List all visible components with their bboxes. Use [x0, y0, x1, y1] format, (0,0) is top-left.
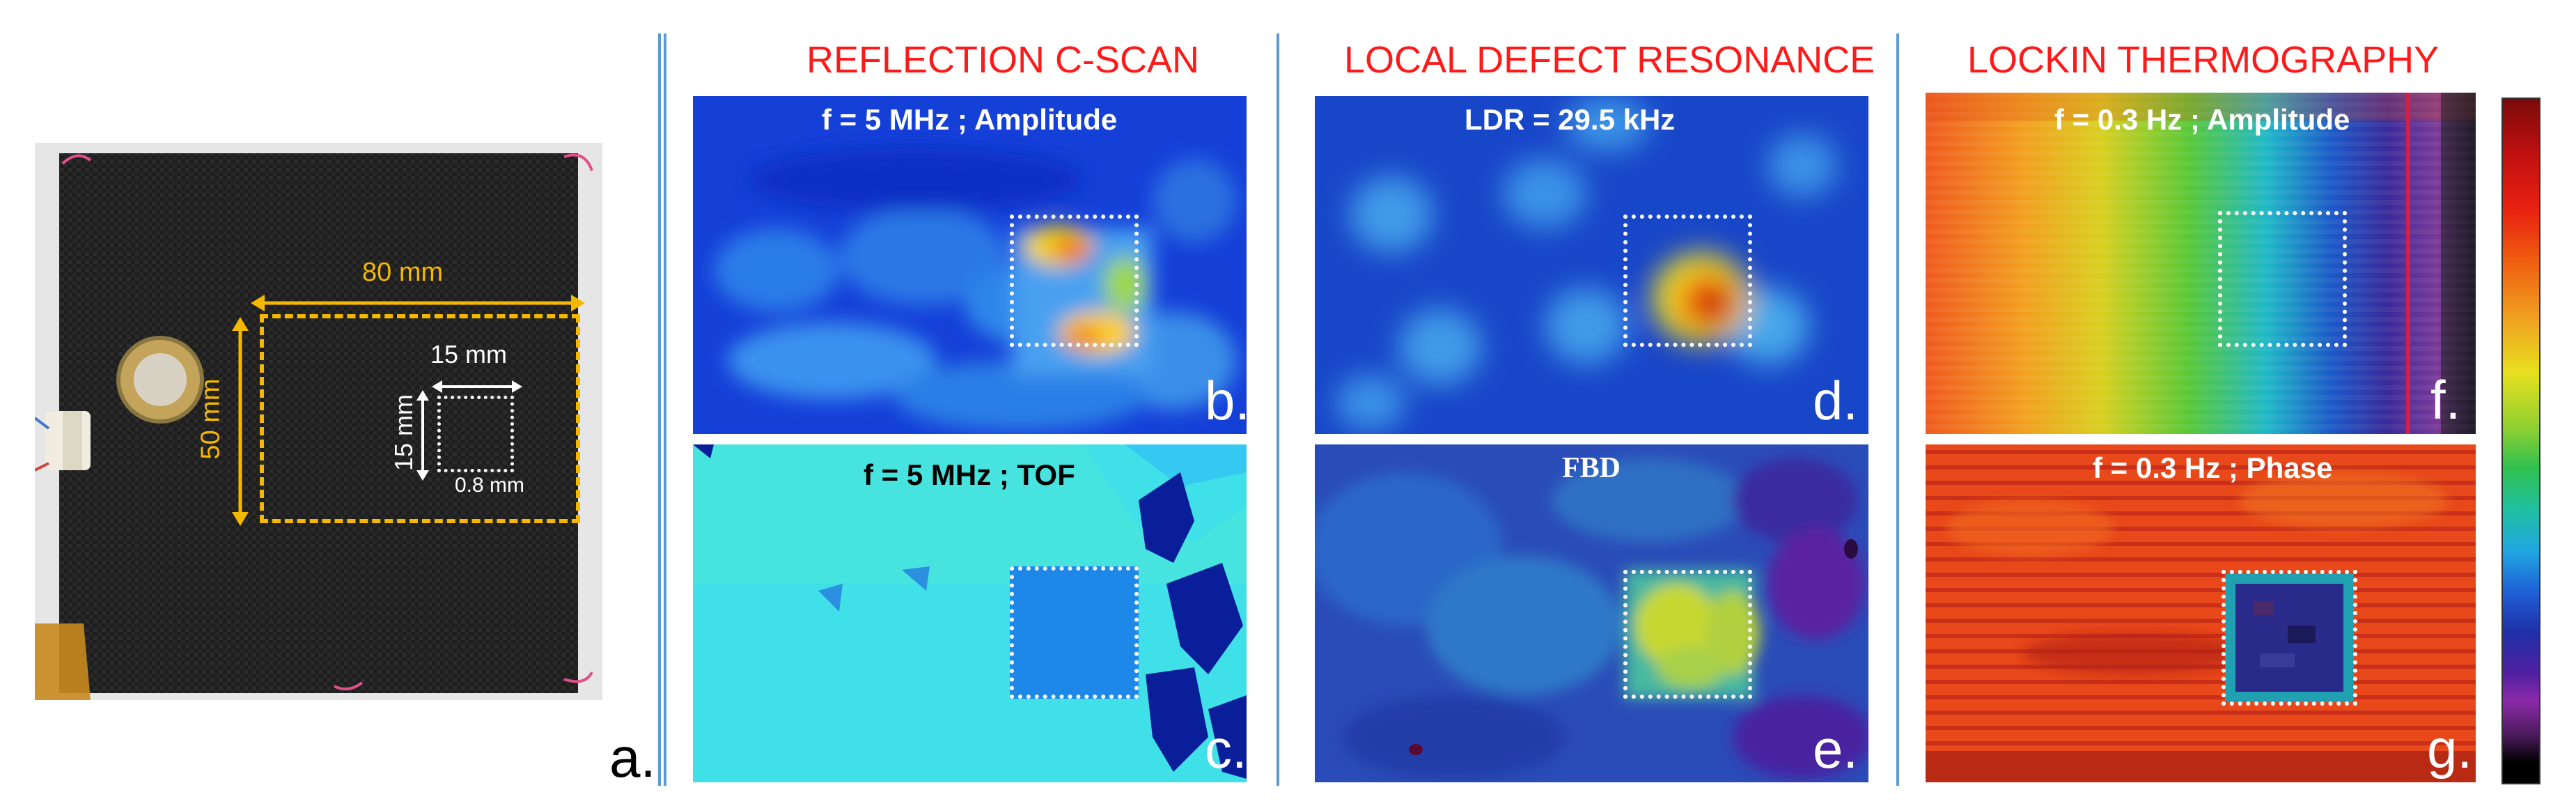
panel-e-fbd: FBD e. [1315, 444, 1868, 782]
defect-box-g [2222, 570, 2357, 706]
defect-height-arrow [416, 390, 429, 481]
colorbar [2501, 98, 2540, 784]
panel-label-f: f. [2430, 369, 2461, 431]
panel-label-a: a. [609, 727, 656, 789]
panel-label-d: d. [1813, 370, 1859, 431]
divider-1b [664, 33, 666, 786]
defect-box-d [1623, 215, 1752, 347]
caption-f: f = 0.3 Hz ; Amplitude [2054, 103, 2350, 136]
defect-outline [437, 396, 514, 472]
specimen-photo-graphic [33, 143, 602, 700]
dimension-height-label: 50 mm [196, 378, 226, 460]
panel-label-g: g. [2427, 718, 2473, 780]
caption-c: f = 5 MHz ; TOF [864, 458, 1075, 491]
panel-d-ldr: LDR = 29.5 kHz d. [1315, 96, 1868, 434]
title-lockin-thermography: LOCKIN THERMOGRAPHY [1967, 39, 2440, 81]
width-arrow [251, 295, 585, 311]
panel-label-b: b. [1205, 370, 1247, 431]
dimension-width-label: 80 mm [362, 258, 444, 287]
divider-1 [658, 33, 661, 786]
caption-g: f = 0.3 Hz ; Phase [2093, 451, 2333, 484]
height-arrow [232, 317, 249, 526]
defect-box-c [1010, 566, 1139, 699]
defect-height-label: 15 mm [389, 394, 419, 472]
defect-box-f [2218, 211, 2347, 347]
defect-width-label: 15 mm [430, 340, 508, 369]
dashed-scan-area [260, 314, 580, 523]
caption-b: f = 5 MHz ; Amplitude [822, 103, 1118, 136]
title-local-defect-resonance: LOCAL DEFECT RESONANCE [1344, 39, 1875, 81]
panel-c-cscan-tof: f = 5 MHz ; TOF c. [693, 444, 1247, 782]
defect-width-arrow [432, 380, 522, 393]
panel-f-lockin-amplitude: f = 0.3 Hz ; Amplitude f. [1926, 93, 2476, 434]
panel-label-e: e. [1813, 718, 1859, 780]
defect-box-b [1010, 215, 1139, 347]
divider-3 [1896, 33, 1899, 786]
title-reflection-cscan: REFLECTION C-SCAN [806, 39, 1200, 81]
specimen-photo [33, 143, 602, 700]
panel-label-c: c. [1205, 718, 1247, 780]
caption-e: FBD [1562, 452, 1621, 484]
divider-2 [1277, 33, 1279, 786]
panel-b-cscan-amplitude: f = 5 MHz ; Amplitude b. [693, 96, 1247, 434]
defect-box-e [1623, 570, 1752, 699]
caption-d: LDR = 29.5 kHz [1465, 103, 1676, 136]
panel-g-lockin-phase: f = 0.3 Hz ; Phase g. [1926, 444, 2476, 782]
defect-depth-label: 0.8 mm [455, 474, 525, 497]
